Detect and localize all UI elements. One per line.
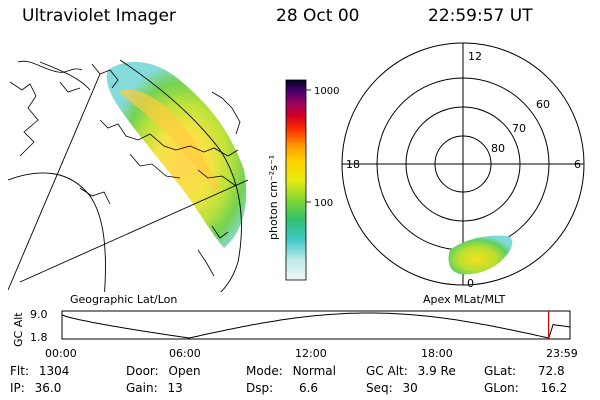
info-flight-label: Flt:: [10, 364, 29, 378]
info-glat-label: GLat:: [484, 364, 517, 378]
info-dsp-label: Dsp:: [246, 381, 274, 395]
auroral-oval: [448, 235, 513, 275]
colorbar-unit-label: photon cm⁻²s⁻¹: [267, 155, 280, 240]
info-glon-value: 16.2: [540, 381, 568, 395]
lat-lon-grid: [8, 59, 249, 292]
date-label: 28 Oct 00: [276, 6, 360, 26]
geographic-map-panel: [8, 59, 249, 292]
mlt-label-0: 0: [467, 277, 474, 290]
info-seq: Seq: 30: [366, 381, 418, 395]
info-dsp-value: 6.6: [298, 381, 319, 395]
info-flight: Flt: 1304: [10, 364, 69, 378]
info-seq-value: 30: [402, 381, 418, 395]
info-flight-value: 1304: [38, 364, 70, 378]
mlt-label-18: 18: [346, 158, 360, 171]
app-title: Ultraviolet Imager: [22, 6, 176, 26]
aurora-core: [118, 89, 222, 196]
info-glat-value: 72.8: [537, 364, 565, 378]
mlt-label-12: 12: [468, 50, 482, 63]
info-seq-label: Seq:: [366, 381, 393, 395]
info-gain: Gain: 13: [126, 381, 183, 395]
geographic-panel-label: Geographic Lat/Lon: [70, 293, 177, 306]
polar-plot: 12 18 6 0 60 70 80: [341, 42, 585, 290]
time-label: 22:59:57 UT: [428, 6, 533, 26]
colorbar: [285, 79, 307, 281]
mlt-label-6: 6: [574, 158, 581, 171]
info-gc-alt-value: 3.9 Re: [417, 364, 456, 378]
orbit-y-tick-1-8: 1.8: [30, 331, 48, 344]
info-gain-value: 13: [167, 381, 183, 395]
info-gc-alt: GC Alt: 3.9 Re: [366, 364, 456, 378]
info-mode: Mode: Normal: [246, 364, 336, 378]
orbit-x-tick-0600: 06:00: [169, 347, 201, 360]
info-glon-label: GLon:: [484, 381, 519, 395]
info-ip: IP: 36.0: [10, 381, 61, 395]
info-glat: GLat: 72.8: [484, 364, 565, 378]
info-gc-alt-label: GC Alt:: [366, 364, 408, 378]
mlat-label-60: 60: [536, 98, 550, 111]
info-dsp: Dsp: 6.6: [246, 381, 318, 395]
orbit-y-tick-9: 9.0: [30, 308, 48, 321]
orbit-altitude-curve: [61, 312, 571, 339]
info-mode-label: Mode:: [246, 364, 283, 378]
orbit-x-tick-2359: 23:59: [546, 347, 578, 360]
info-glon: GLon: 16.2: [484, 381, 567, 395]
colorbar-tick-100: 100: [314, 198, 333, 209]
info-door-value: Open: [168, 364, 201, 378]
colorbar-tick-1000: 1000: [314, 86, 339, 97]
info-door: Door: Open: [126, 364, 201, 378]
orbit-x-tick-1800: 18:00: [421, 347, 453, 360]
coastlines: [9, 60, 241, 277]
mlat-label-80: 80: [491, 142, 505, 155]
mlat-label-70: 70: [512, 122, 526, 135]
orbit-plot-frame: [61, 310, 571, 340]
apex-panel-label: Apex MLat/MLT: [423, 293, 506, 306]
orbit-x-tick-1200: 12:00: [295, 347, 327, 360]
orbit-y-axis-title: GC Alt: [12, 312, 25, 347]
info-ip-label: IP:: [10, 381, 25, 395]
orbit-x-tick-0000: 00:00: [45, 347, 77, 360]
info-mode-value: Normal: [292, 364, 336, 378]
info-gain-label: Gain:: [126, 381, 158, 395]
info-ip-value: 36.0: [34, 381, 62, 395]
orbit-altitude-plot: GC Alt 9.0 1.8 00:00 06:00 12:00 18:00 2…: [12, 308, 578, 360]
info-door-label: Door:: [126, 364, 159, 378]
